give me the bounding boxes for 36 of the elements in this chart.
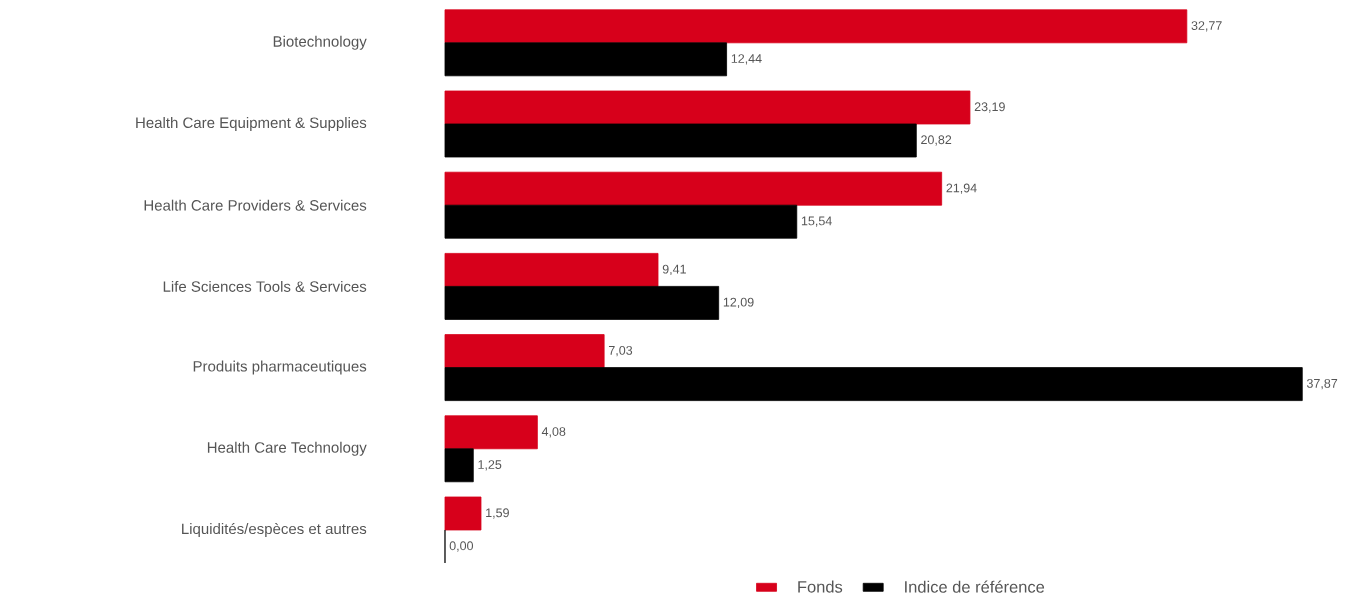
bar bbox=[444, 415, 538, 450]
data-label: 37,87 bbox=[1306, 378, 1338, 390]
bar bbox=[444, 334, 605, 368]
data-label: 15,54 bbox=[801, 216, 832, 227]
y-tick-label: Liquidités/espèces et autres bbox=[182, 522, 367, 538]
data-label: 1,25 bbox=[478, 460, 502, 471]
data-label: 7,03 bbox=[608, 345, 633, 357]
bar bbox=[444, 204, 798, 239]
data-label: 12,44 bbox=[731, 54, 762, 65]
bar bbox=[444, 367, 1303, 401]
bar bbox=[444, 9, 1188, 44]
bar bbox=[444, 496, 482, 531]
legend-label: Indice de référence bbox=[905, 580, 1045, 593]
data-label: 32,77 bbox=[1191, 21, 1222, 32]
legend-label: Fonds bbox=[798, 580, 843, 593]
y-tick-label: Produits pharmaceutiques bbox=[193, 360, 367, 375]
bar bbox=[444, 123, 917, 158]
bar bbox=[444, 286, 720, 320]
bar bbox=[444, 171, 943, 206]
bar bbox=[444, 448, 474, 483]
y-tick-label: Health Care Providers & Services bbox=[144, 199, 367, 211]
data-label: 1,59 bbox=[486, 508, 509, 519]
data-label: 9,41 bbox=[662, 264, 686, 276]
y-tick-label: Health Care Equipment & Supplies bbox=[136, 117, 367, 131]
y-tick-label: Life Sciences Tools & Services bbox=[163, 280, 367, 292]
data-label: 4,08 bbox=[541, 427, 566, 438]
y-tick-label: Health Care Technology bbox=[207, 441, 367, 456]
data-label: 20,82 bbox=[921, 135, 952, 146]
bar bbox=[444, 253, 659, 287]
data-label: 21,94 bbox=[946, 183, 977, 194]
y-tick-label: Biotechnology bbox=[273, 35, 367, 50]
data-label: 23,19 bbox=[974, 102, 1005, 113]
bar bbox=[444, 42, 728, 77]
data-label: 12,09 bbox=[723, 297, 754, 309]
bar bbox=[444, 90, 971, 125]
data-label: 0,00 bbox=[449, 541, 474, 552]
